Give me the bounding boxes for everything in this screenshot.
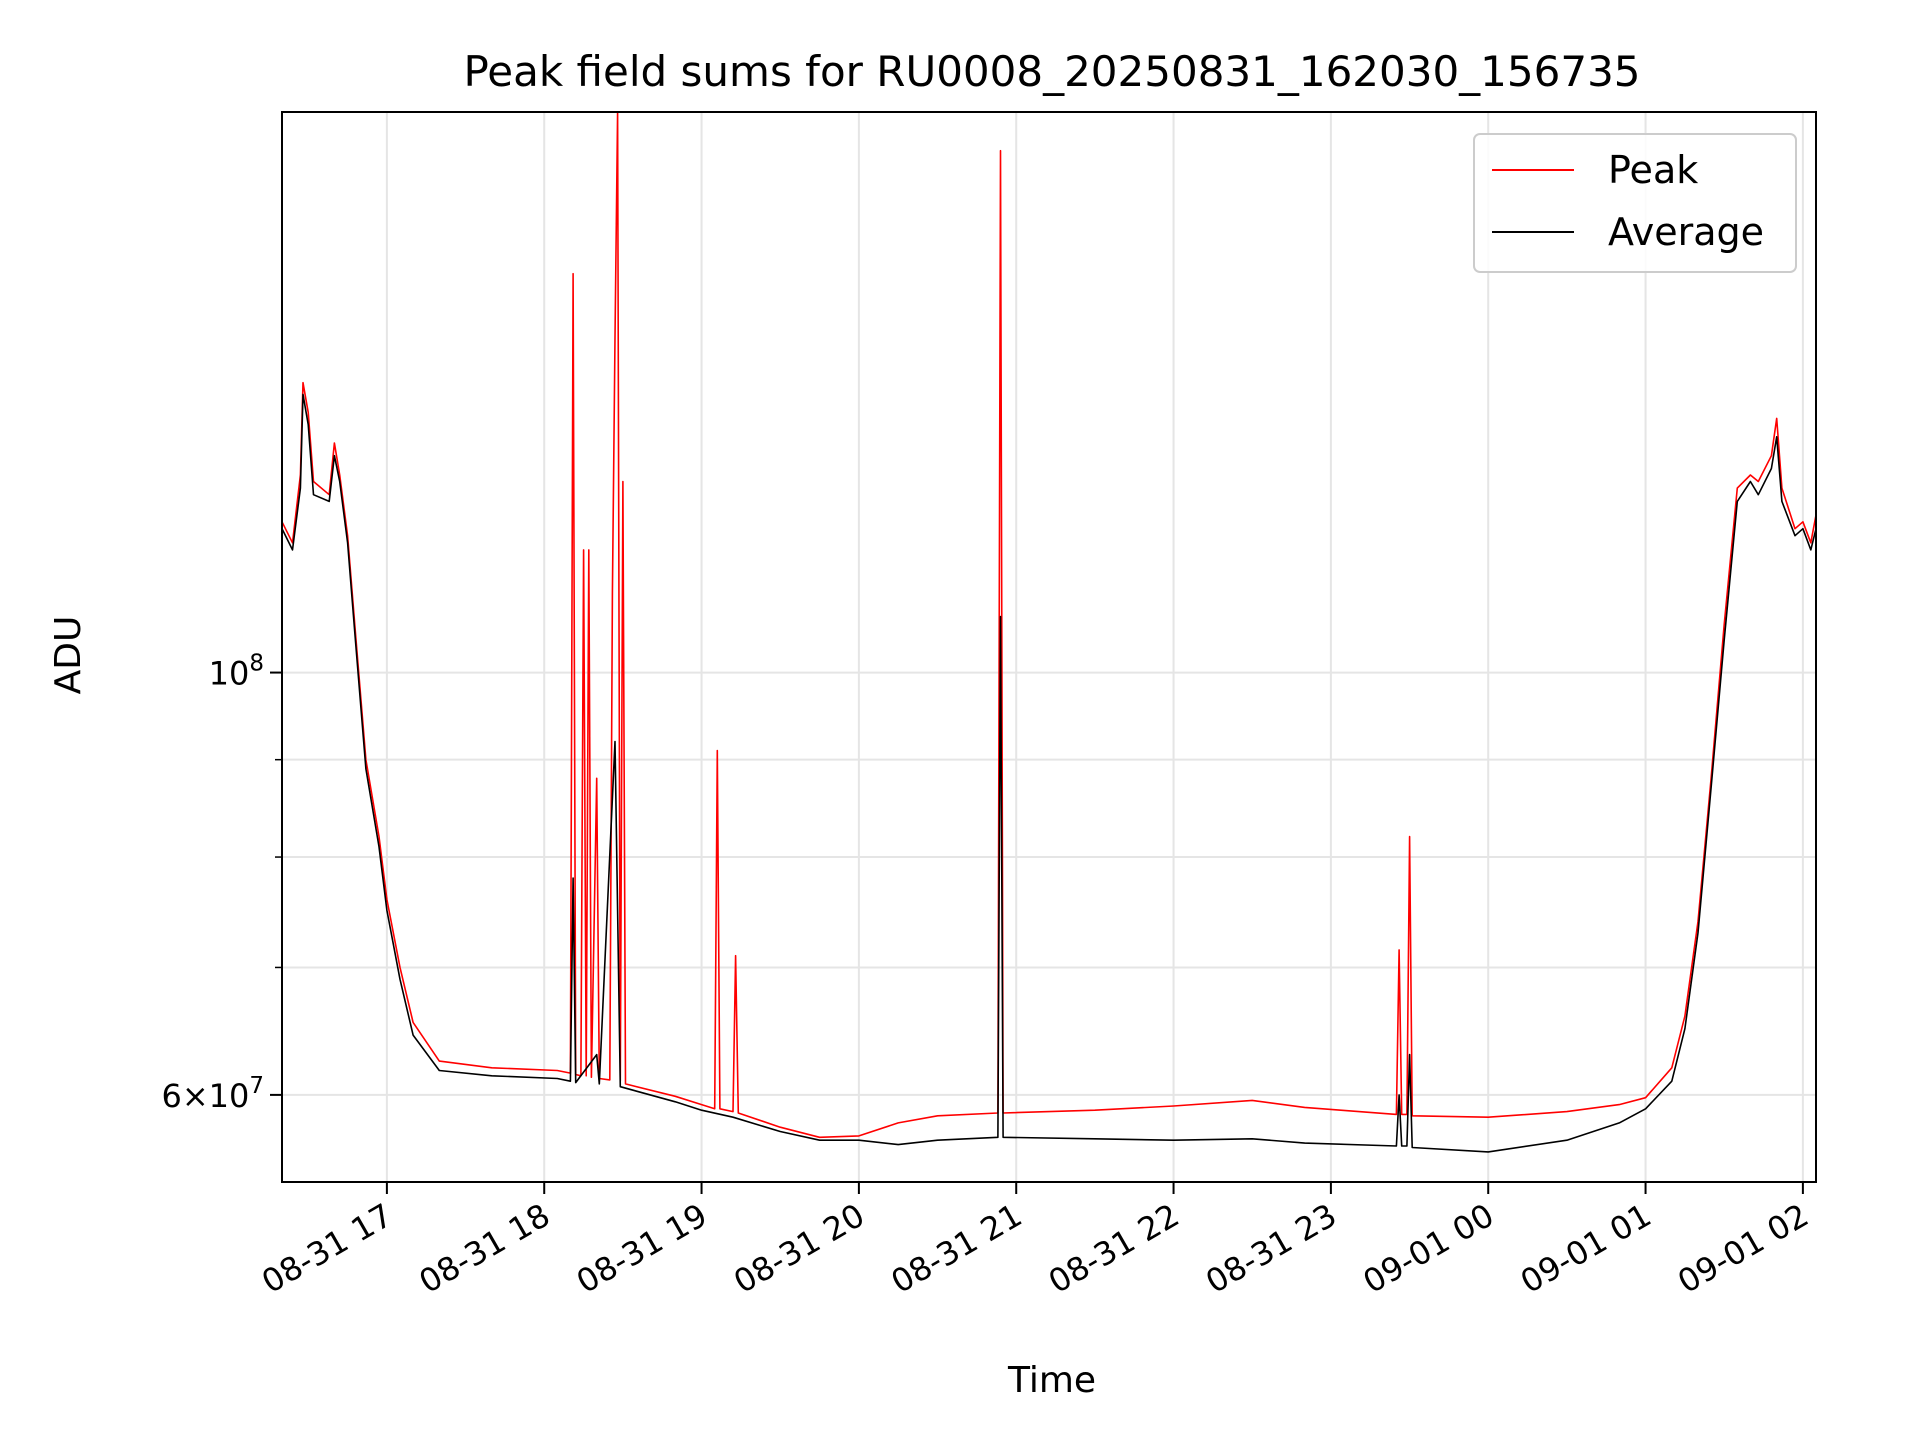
legend-label-average: Average: [1608, 210, 1764, 254]
x-axis-label: Time: [1007, 1360, 1096, 1401]
y-axis-label: ADU: [48, 616, 89, 695]
legend-label-peak: Peak: [1608, 148, 1698, 192]
grid-lines: [282, 112, 1816, 1182]
legend: Peak Average: [1473, 133, 1797, 273]
series-line-peak: [281, 111, 1817, 1139]
y-tick-label: 6×107: [161, 1073, 264, 1115]
plot-frame: [281, 111, 1817, 1183]
series-line-average: [281, 393, 1817, 1153]
y-tick-label: 108: [209, 651, 264, 693]
legend-box: [1473, 133, 1797, 273]
chart-title: Peak field sums for RU0008_20250831_1620…: [463, 47, 1640, 96]
series-lines: [281, 111, 1817, 1153]
